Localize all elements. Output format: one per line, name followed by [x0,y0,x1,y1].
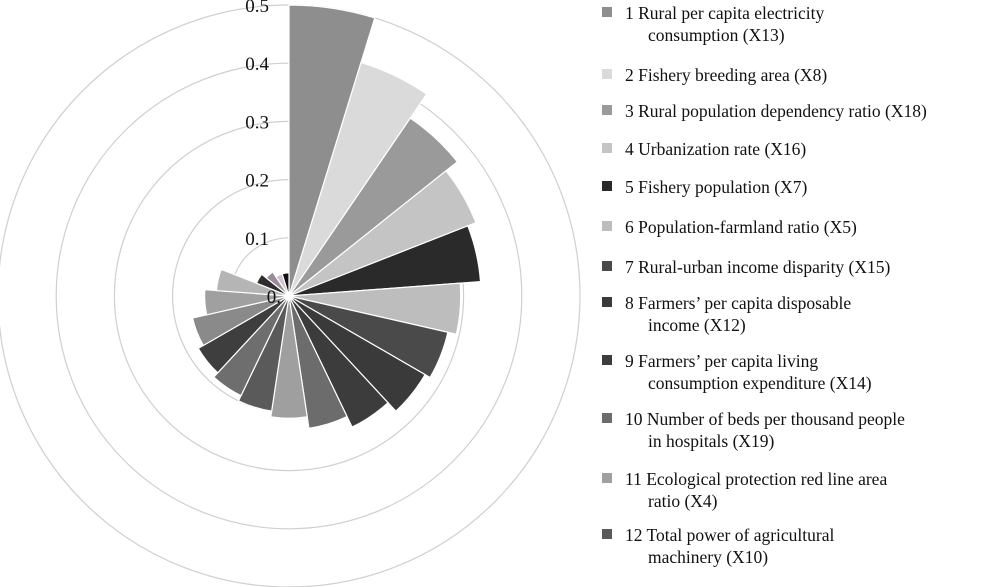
legend-item: 5 Fishery population (X7) [600,176,1000,198]
legend-label-continued: consumption (X13) [648,25,785,45]
chart-slices [191,4,482,430]
legend-label-continued: in hospitals (X19) [648,431,775,451]
slice-13 [212,295,290,397]
legend-label: 8 Farmers’ per capita disposable [625,293,852,313]
slice-15 [191,295,290,347]
legend-swatch [602,181,612,191]
legend-label: 1 Rural per capita electricity [625,3,825,23]
slice-14 [197,295,290,374]
legend-item: 2 Fishery breeding area (X8) [600,64,1000,86]
legend-swatch [602,413,612,423]
legend-label: 7 Rural-urban income disparity (X15) [625,257,891,277]
legend-label: 6 Population-farmland ratio (X5) [625,217,857,237]
r-tick-label: 0. [267,287,281,308]
legend-item: 8 Farmers’ per capita disposable income (… [600,292,1000,336]
legend-swatch [602,69,612,79]
legend-swatch [602,7,612,17]
legend-item: 4 Urbanization rate (X16) [600,138,1000,160]
legend-item: 3 Rural population dependency ratio (X18… [600,100,1000,122]
legend-item: 1 Rural per capita electricity consumptio… [600,2,1000,46]
r-tick-label: 0.1 [245,229,269,250]
legend-label: 2 Fishery breeding area (X8) [625,65,828,85]
legend-item: 11 Ecological protection red line area ra… [600,468,1000,512]
legend-item: 6 Population-farmland ratio (X5) [600,216,1000,238]
legend-swatch [602,297,612,307]
legend-label: 3 Rural population dependency ratio (X18… [625,101,927,121]
slice-8 [288,295,426,413]
slice-1 [288,4,376,297]
r-tick-label: 0.3 [245,112,269,133]
slice-12 [237,295,290,412]
slice-4 [288,169,477,297]
radial-tick-labels: 0. 0.1 0.2 0.3 0.4 0.5 [245,0,281,308]
legend-label: 11 Ecological protection red line area [625,469,888,489]
slice-7 [288,295,449,379]
legend-label-continued: consumption expenditure (X14) [648,373,872,393]
legend-swatch [602,105,612,115]
legend-label: 4 Urbanization rate (X16) [625,139,807,159]
legend-label: 12 Total power of agricultural [625,525,835,545]
slice-10 [288,295,348,430]
legend-item: 10 Number of beds per thousand people in … [600,408,1000,452]
slice-11 [270,295,308,419]
slice-9 [288,295,389,428]
slice-18 [255,273,290,297]
legend-label: 5 Fishery population (X7) [625,177,808,197]
r-tick-label: 0.4 [245,54,269,75]
legend-label: 10 Number of beds per thousand people [625,409,905,429]
slice-6 [288,282,462,335]
legend-swatch [602,261,612,271]
slice-3 [288,117,459,297]
legend-swatch [602,143,612,153]
legend-swatch [602,221,612,231]
legend-item: 12 Total power of agricultural machinery … [600,524,1000,568]
legend-item: 7 Rural-urban income disparity (X15) [600,256,1000,278]
slice-19 [265,271,290,297]
slice-2 [288,61,428,297]
legend-swatch [602,355,612,365]
legend-swatch [602,473,612,483]
legend-item: 9 Farmers’ per capita living consumption … [600,350,1000,394]
legend-label: 9 Farmers’ per capita living [625,351,819,371]
legend-label-continued: income (X12) [648,315,746,335]
legend-swatch [602,529,612,539]
r-tick-label: 0.5 [245,0,269,17]
legend-label-continued: ratio (X4) [648,491,718,511]
slice-5 [288,225,482,297]
slice-21 [281,272,290,297]
legend-label-continued: machinery (X10) [648,547,769,567]
r-tick-label: 0.2 [245,171,269,192]
slice-16 [204,289,290,316]
